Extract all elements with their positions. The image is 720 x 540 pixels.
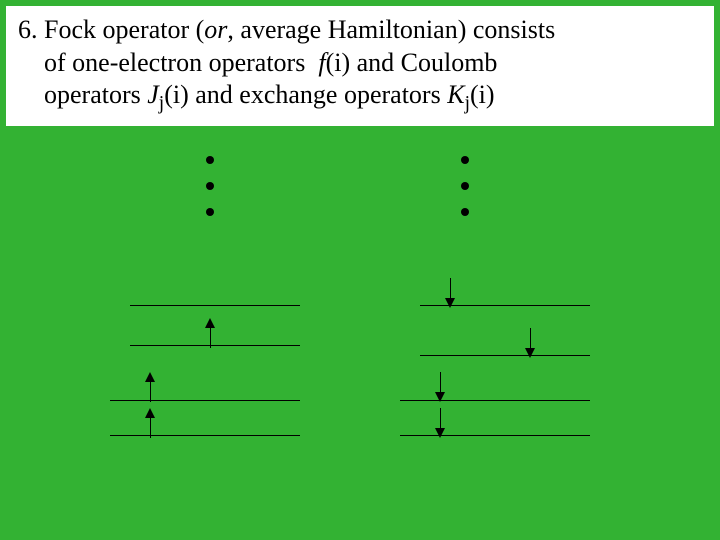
energy-level <box>110 400 300 401</box>
t3d: and exchange operators <box>189 80 447 109</box>
energy-level <box>400 435 590 436</box>
slide: 6. Fock operator (or, average Hamiltonia… <box>0 0 720 540</box>
text-line-1: 6. Fock operator (or, average Hamiltonia… <box>18 14 702 47</box>
continuation-dot <box>461 156 469 164</box>
energy-level <box>130 305 300 306</box>
t3c: (i) <box>164 80 189 109</box>
t1b: or <box>204 15 227 44</box>
fock-operator-textbox: 6. Fock operator (or, average Hamiltonia… <box>6 6 714 126</box>
t3a: operators <box>18 80 147 109</box>
continuation-dot <box>206 156 214 164</box>
continuation-dot <box>206 182 214 190</box>
t1c: , average Hamiltonian) consists <box>227 15 555 44</box>
text-line-3: operators Jj(i) and exchange operators K… <box>18 79 702 117</box>
continuation-dot <box>461 182 469 190</box>
t2b: f <box>318 48 325 77</box>
energy-level <box>110 435 300 436</box>
t3f: (i) <box>470 80 495 109</box>
text-line-2: of one-electron operators f(i) and Coulo… <box>18 47 702 80</box>
t1a: 6. Fock operator ( <box>18 15 204 44</box>
energy-level <box>130 345 300 346</box>
t3b: J <box>147 80 159 109</box>
continuation-dot <box>461 208 469 216</box>
t2c: (i) and Coulomb <box>326 48 498 77</box>
energy-level <box>420 355 590 356</box>
energy-level <box>400 400 590 401</box>
t2a: of one-electron operators <box>18 48 318 77</box>
continuation-dot <box>206 208 214 216</box>
t3e: K <box>447 80 464 109</box>
